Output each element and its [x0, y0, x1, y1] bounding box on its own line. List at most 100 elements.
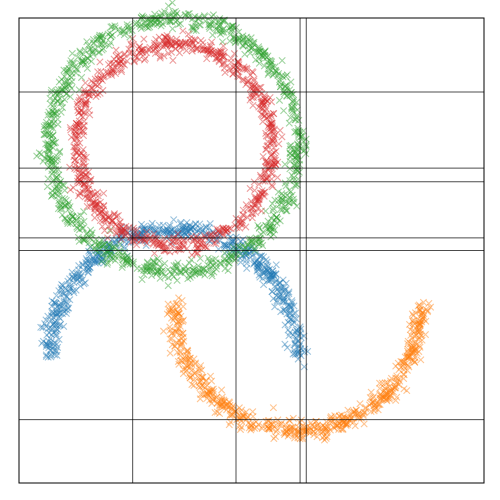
data-point [53, 340, 61, 348]
data-point [112, 229, 120, 237]
data-point [142, 265, 151, 273]
data-point [268, 274, 276, 282]
data-point [55, 199, 63, 207]
data-point [84, 55, 92, 63]
data-point [210, 394, 218, 402]
data-point [95, 256, 104, 264]
data-point [156, 240, 164, 248]
data-point [229, 235, 237, 243]
data-point [286, 427, 294, 435]
data-point [265, 424, 273, 432]
data-point [252, 56, 260, 64]
data-point [280, 294, 288, 302]
data-point [275, 279, 283, 287]
data-point [173, 276, 181, 285]
data-point [321, 423, 329, 431]
data-point [86, 243, 94, 251]
data-point [261, 177, 269, 185]
data-point [255, 266, 263, 274]
data-point [268, 157, 276, 165]
data-point [268, 225, 277, 234]
data-point [338, 417, 347, 425]
data-point [242, 80, 250, 89]
data-point [381, 384, 389, 392]
data-point [213, 53, 221, 61]
data-point [71, 62, 79, 71]
data-point [278, 287, 287, 295]
data-point [53, 321, 61, 329]
data-point [276, 217, 284, 225]
data-point [107, 71, 116, 79]
data-point [408, 356, 416, 364]
data-point [255, 59, 263, 67]
data-point [416, 320, 424, 328]
data-point [82, 153, 90, 161]
data-point [48, 187, 56, 195]
data-point [124, 258, 132, 266]
data-point [291, 128, 299, 136]
data-point [222, 228, 230, 236]
data-point [275, 201, 283, 209]
data-point [276, 76, 284, 84]
data-point [196, 362, 205, 370]
data-point [370, 402, 378, 410]
data-point [258, 260, 266, 268]
data-point [179, 317, 187, 325]
data-point [264, 262, 272, 270]
data-point [73, 224, 82, 233]
data-point [106, 255, 115, 263]
data-point [113, 222, 122, 230]
data-point [177, 232, 185, 240]
data-point [180, 355, 189, 364]
data-point [238, 217, 247, 225]
data-point [119, 261, 127, 269]
data-point [55, 189, 63, 197]
data-point [208, 395, 216, 403]
data-point [171, 342, 179, 350]
data-point [281, 82, 289, 90]
data-point [197, 229, 205, 237]
data-point [264, 425, 272, 433]
data-point [202, 266, 210, 275]
data-point [220, 48, 229, 57]
data-point [193, 268, 202, 277]
data-point [72, 217, 80, 225]
data-point [168, 37, 176, 45]
data-point [53, 351, 61, 359]
data-point [47, 353, 55, 361]
data-point [75, 108, 83, 116]
data-point [105, 250, 113, 259]
data-point [240, 211, 248, 219]
data-point [104, 222, 112, 230]
data-point [175, 245, 183, 253]
data-point [288, 423, 297, 431]
data-point [72, 128, 80, 136]
data-point [258, 98, 266, 106]
data-point [215, 17, 223, 25]
data-point [68, 268, 76, 276]
data-point [117, 227, 126, 235]
data-point [121, 238, 129, 246]
data-point [258, 187, 266, 195]
data-point [141, 54, 149, 63]
data-point [82, 97, 90, 105]
data-point [247, 238, 256, 246]
data-point [247, 422, 255, 430]
data-point [287, 303, 295, 311]
data-point [282, 279, 290, 287]
data-point [64, 77, 72, 85]
data-point [107, 23, 115, 31]
data-point [96, 216, 104, 225]
data-point [194, 238, 202, 246]
data-point [137, 21, 146, 29]
data-point [77, 60, 85, 68]
data-point [280, 107, 288, 115]
data-point [226, 252, 234, 260]
data-point [162, 39, 170, 47]
data-point [96, 198, 104, 206]
data-point [203, 388, 211, 397]
data-point [53, 184, 61, 192]
data-point [246, 235, 254, 243]
data-point [191, 230, 199, 238]
